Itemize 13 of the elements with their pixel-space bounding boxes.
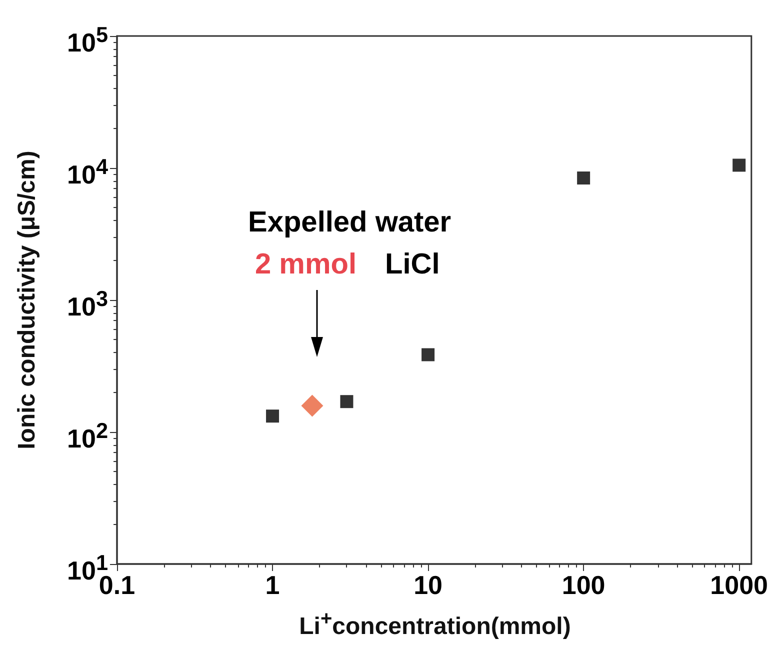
x-tick-label: 10: [414, 570, 442, 600]
x-axis-title: Li$^{+}$concentration(mmol): [299, 607, 571, 642]
annotation: LiCl: [385, 248, 440, 280]
y-tick-label: 10$^{2}$: [67, 417, 108, 454]
annotation: 2 mmol: [255, 248, 357, 280]
y-axis-title: Ionic conductivity (μS/cm): [14, 150, 40, 450]
x-tick-label: 100: [562, 570, 606, 600]
y-tick-label: 10$^{3}$: [67, 285, 108, 322]
y-tick-label: 10$^{5}$: [67, 21, 108, 58]
y-tick-label: 10$^{4}$: [67, 153, 108, 190]
x-tick-label: 1: [265, 570, 280, 600]
x-tick-label: 1000: [710, 570, 768, 600]
annotation: Expelled water: [248, 206, 452, 238]
